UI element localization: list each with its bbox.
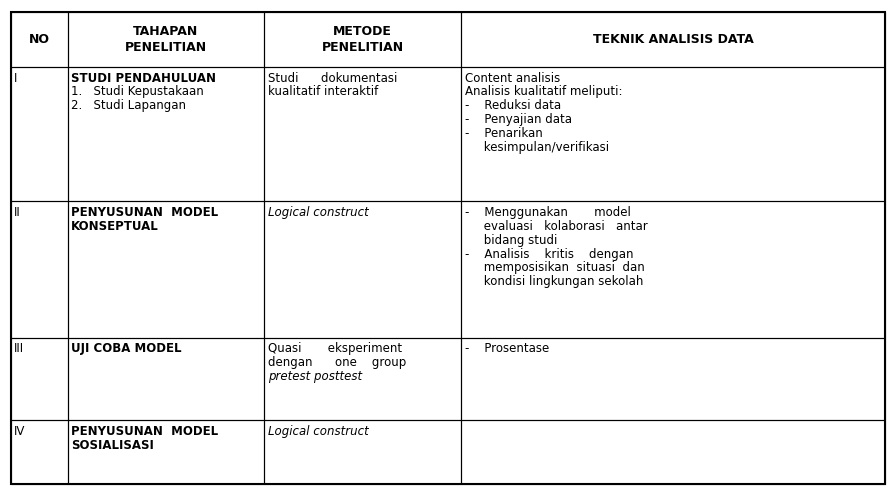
Text: -    Analisis    kritis    dengan: - Analisis kritis dengan [465,248,633,260]
Bar [264,12,461,66]
Text: UJI COBA MODEL: UJI COBA MODEL [71,342,182,356]
Text: III: III [14,342,24,356]
Text: -    Reduksi data: - Reduksi data [465,99,561,112]
Text: NO: NO [29,33,49,46]
Bar [67,420,264,484]
Text: TAHAPAN
PENELITIAN: TAHAPAN PENELITIAN [125,25,207,54]
Bar [461,337,885,420]
Bar [11,420,67,484]
Bar [264,337,461,420]
Text: Content analisis: Content analisis [465,71,560,84]
Text: Logical construct: Logical construct [268,206,368,219]
Text: TEKNIK ANALISIS DATA: TEKNIK ANALISIS DATA [593,33,754,46]
Text: STUDI PENDAHULUAN: STUDI PENDAHULUAN [71,71,216,84]
Text: METODE
PENELITIAN: METODE PENELITIAN [322,25,404,54]
Text: evaluasi   kolaborasi   antar: evaluasi kolaborasi antar [465,220,648,233]
Text: -    Penyajian data: - Penyajian data [465,113,572,126]
Text: Quasi       eksperiment: Quasi eksperiment [268,342,402,356]
Bar [11,337,67,420]
Text: IV: IV [14,425,26,438]
Bar [11,12,67,66]
Bar [264,66,461,201]
Text: memposisikan  situasi  dan: memposisikan situasi dan [465,261,644,274]
Text: -    Prosentase: - Prosentase [465,342,549,356]
Bar [67,12,264,66]
Text: pretest posttest: pretest posttest [268,370,362,383]
Text: 2.   Studi Lapangan: 2. Studi Lapangan [71,99,186,112]
Bar [264,420,461,484]
Bar [11,201,67,337]
Bar [461,12,885,66]
Text: PENYUSUNAN  MODEL: PENYUSUNAN MODEL [71,425,219,438]
Bar [461,66,885,201]
Text: Logical construct: Logical construct [268,425,368,438]
Text: -    Menggunakan       model: - Menggunakan model [465,206,631,219]
Bar [67,201,264,337]
Text: PENYUSUNAN  MODEL: PENYUSUNAN MODEL [71,206,219,219]
Text: I: I [14,71,18,84]
Bar [11,66,67,201]
Text: Studi      dokumentasi: Studi dokumentasi [268,71,397,84]
Bar [67,66,264,201]
Text: KONSEPTUAL: KONSEPTUAL [71,220,159,233]
Bar [461,201,885,337]
Bar [264,201,461,337]
Text: II: II [14,206,22,219]
Bar [461,420,885,484]
Text: dengan      one    group: dengan one group [268,356,406,370]
Text: 1.   Studi Kepustakaan: 1. Studi Kepustakaan [71,85,204,98]
Text: kondisi lingkungan sekolah: kondisi lingkungan sekolah [465,275,643,288]
Text: bidang studi: bidang studi [465,234,557,247]
Text: -    Penarikan: - Penarikan [465,127,542,140]
Text: SOSIALISASI: SOSIALISASI [71,439,154,452]
Bar [67,337,264,420]
Text: Analisis kualitatif meliputi:: Analisis kualitatif meliputi: [465,85,622,98]
Text: kualitatif interaktif: kualitatif interaktif [268,85,378,98]
Text: kesimpulan/verifikasi: kesimpulan/verifikasi [465,141,608,154]
